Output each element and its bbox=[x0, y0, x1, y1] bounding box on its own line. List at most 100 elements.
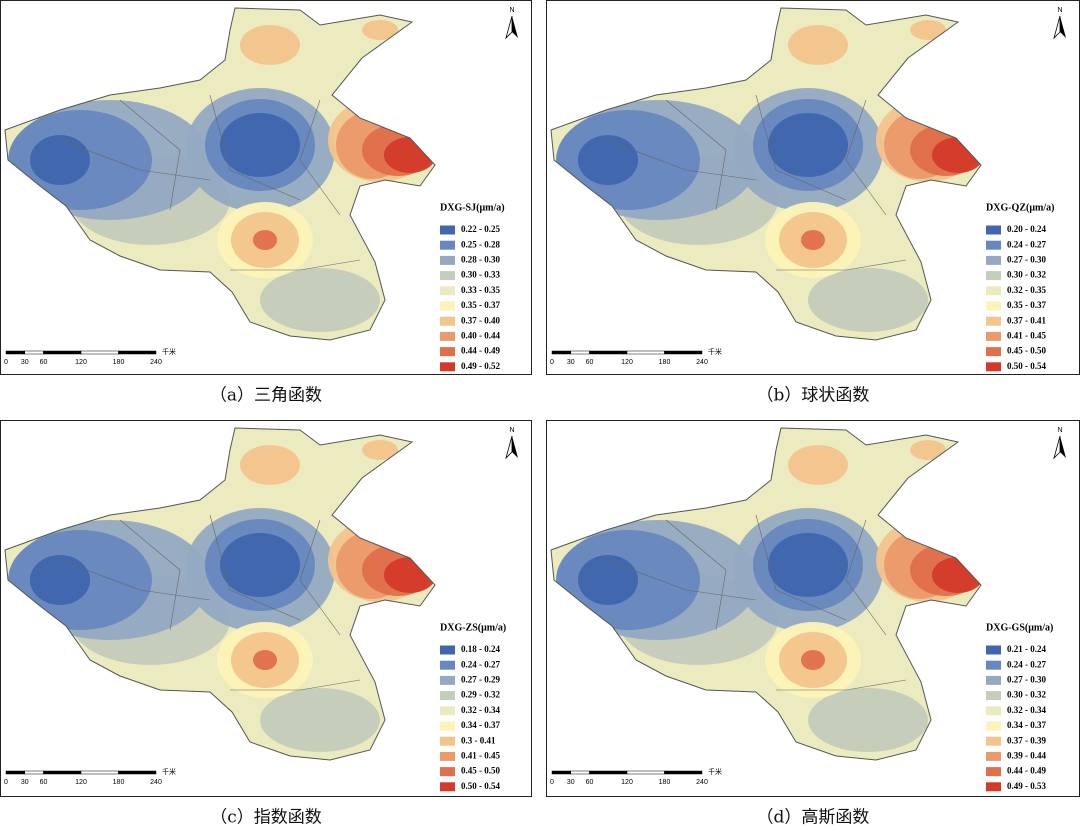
legend-label: 0.50 - 0.54 bbox=[461, 781, 500, 791]
north-arrow bbox=[512, 436, 518, 458]
north-label: N bbox=[509, 427, 514, 434]
scale-unit: 千米 bbox=[162, 767, 176, 776]
legend-label: 0.37 - 0.41 bbox=[1007, 315, 1046, 325]
legend-label: 0.25 - 0.28 bbox=[461, 239, 500, 249]
contour-zone bbox=[253, 650, 277, 670]
legend-swatch bbox=[986, 362, 1001, 372]
legend-label: 0.3 - 0.41 bbox=[461, 735, 496, 745]
legend-swatch bbox=[440, 225, 455, 235]
scale-segment bbox=[589, 770, 628, 775]
scale-segment bbox=[24, 350, 44, 355]
boundary-line bbox=[230, 679, 361, 691]
north-arrow bbox=[512, 16, 518, 38]
boundary-line bbox=[119, 99, 181, 211]
legend-swatch bbox=[440, 240, 455, 250]
legend-swatch bbox=[986, 675, 1001, 685]
legend-label: 0.18 - 0.24 bbox=[461, 644, 500, 654]
legend-label: 0.34 - 0.37 bbox=[1007, 720, 1046, 730]
panel-caption: （d）高斯函数 bbox=[757, 808, 870, 827]
boundary-line bbox=[299, 99, 341, 216]
legend-swatch bbox=[440, 301, 455, 311]
legend-swatch bbox=[440, 331, 455, 341]
boundary-line bbox=[845, 99, 887, 216]
contour-zone bbox=[362, 440, 398, 460]
contour-zone bbox=[910, 440, 946, 460]
legend-label: 0.29 - 0.32 bbox=[461, 690, 500, 700]
legend-label: 0.35 - 0.37 bbox=[461, 300, 500, 310]
legend-label: 0.32 - 0.34 bbox=[461, 705, 500, 715]
legend-swatch bbox=[986, 691, 1001, 701]
scale-label: 30 bbox=[21, 779, 29, 786]
legend-label: 0.37 - 0.40 bbox=[461, 315, 500, 325]
legend-swatch bbox=[986, 271, 1001, 281]
legend-label: 0.32 - 0.35 bbox=[1007, 285, 1046, 295]
boundary-line bbox=[230, 259, 361, 271]
legend-swatch bbox=[440, 286, 455, 296]
legend-label: 0.44 - 0.49 bbox=[461, 346, 500, 356]
scale-label: 180 bbox=[113, 359, 125, 366]
boundary-line bbox=[665, 99, 727, 211]
scale-label: 120 bbox=[75, 779, 87, 786]
legend-swatch bbox=[986, 660, 1001, 670]
legend-label: 0.41 - 0.45 bbox=[461, 750, 500, 760]
scale-label: 0 bbox=[4, 779, 8, 786]
legend-swatch bbox=[986, 721, 1001, 731]
legend-swatch bbox=[986, 736, 1001, 746]
legend-title: DXG-QZ(μm/a) bbox=[986, 202, 1054, 213]
contour-zone bbox=[30, 135, 90, 185]
contour-zone bbox=[30, 555, 90, 605]
scale-segment bbox=[80, 770, 119, 775]
legend-swatch bbox=[440, 362, 455, 372]
contour-zone bbox=[240, 445, 300, 485]
panel-caption: （a）三角函数 bbox=[210, 386, 322, 406]
legend-label: 0.37 - 0.39 bbox=[1007, 735, 1046, 745]
legend-title: DXG-ZS(μm/a) bbox=[440, 622, 506, 633]
contour-zone bbox=[253, 230, 277, 250]
legend-swatch bbox=[986, 255, 1001, 265]
legend-label: 0.28 - 0.30 bbox=[461, 254, 500, 264]
legend-swatch bbox=[440, 706, 455, 716]
legend-label: 0.27 - 0.30 bbox=[1007, 674, 1046, 684]
scale-segment bbox=[570, 770, 590, 775]
map-panel: N DXG-GS(μm/a) 0.21 - 0.24 0.24 - 0.27 0.27 … bbox=[546, 420, 1080, 797]
map-panel: N DXG-ZS(μm/a) 0.18 - 0.24 0.24 - 0.27 0.27 … bbox=[0, 420, 532, 797]
boundary-line bbox=[299, 519, 341, 636]
legend-label: 0.45 - 0.50 bbox=[461, 766, 500, 776]
legend-label: 0.45 - 0.50 bbox=[1007, 346, 1046, 356]
scale-label: 30 bbox=[567, 779, 575, 786]
scale-segment bbox=[551, 350, 571, 355]
boundary-line bbox=[755, 94, 847, 201]
scale-label: 120 bbox=[621, 779, 633, 786]
scale-label: 0 bbox=[550, 359, 554, 366]
legend-swatch bbox=[440, 751, 455, 761]
map-panel: N DXG-QZ(μm/a) 0.20 - 0.24 0.24 - 0.27 0.27 … bbox=[546, 0, 1080, 375]
scale-label: 60 bbox=[586, 359, 594, 366]
contour-zone bbox=[578, 555, 638, 605]
scale-segment bbox=[626, 770, 665, 775]
boundary-line bbox=[605, 559, 757, 601]
scale-segment bbox=[118, 350, 157, 355]
legend-label: 0.27 - 0.30 bbox=[1007, 254, 1046, 264]
legend-label: 0.24 - 0.27 bbox=[1007, 659, 1046, 669]
legend-swatch bbox=[986, 645, 1001, 655]
scale-segment bbox=[626, 350, 665, 355]
scale-segment bbox=[80, 350, 119, 355]
legend-swatch bbox=[986, 767, 1001, 777]
boundary-line bbox=[845, 519, 887, 636]
north-label: N bbox=[1057, 7, 1062, 14]
legend-swatch bbox=[440, 645, 455, 655]
contour-zone bbox=[220, 533, 300, 597]
scale-label: 30 bbox=[567, 359, 575, 366]
scale-label: 240 bbox=[150, 359, 162, 366]
scale-label: 180 bbox=[659, 359, 671, 366]
province-outline bbox=[4, 427, 436, 761]
legend-label: 0.40 - 0.44 bbox=[461, 330, 500, 340]
legend-label: 0.41 - 0.45 bbox=[1007, 330, 1046, 340]
scale-segment bbox=[5, 350, 25, 355]
legend-label: 0.33 - 0.35 bbox=[461, 285, 500, 295]
legend-swatch bbox=[986, 316, 1001, 326]
panel-caption: （b）球状函数 bbox=[757, 386, 870, 406]
legend-label: 0.34 - 0.37 bbox=[461, 720, 500, 730]
contour-zone bbox=[801, 230, 825, 250]
